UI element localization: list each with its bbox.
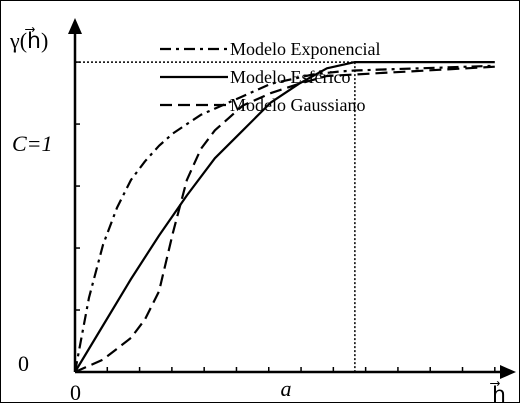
series-line-2 [74,65,495,374]
y-axis-arrowhead [68,18,82,34]
series-line-0 [73,64,495,373]
range-label: a [281,376,292,401]
y-axis-label: γ(h⃗) [9,27,48,53]
legend-label-exponencial: Modelo Exponencial [230,39,380,59]
legend-item-esferico: Modelo Esférico [160,67,350,87]
series-line-1 [74,60,495,373]
y-axis [68,18,82,372]
x-axis [75,365,516,379]
series-layer [73,60,495,374]
legend-label-gaussiano: Modelo Gaussiano [230,95,365,115]
x-zero-label: 0 [70,380,81,403]
x-axis-arrowhead [500,365,516,379]
legend-item-gaussiano: Modelo Gaussiano [160,95,365,115]
legend-item-exponencial: Modelo Exponencial [160,39,380,59]
y-zero-label: 0 [18,351,29,376]
sill-label: C=1 [12,131,53,156]
x-axis-label: h⃗ [489,381,505,403]
legend-label-esferico: Modelo Esférico [230,67,350,87]
legend: Modelo Exponencial Modelo Esférico Model… [160,39,380,115]
